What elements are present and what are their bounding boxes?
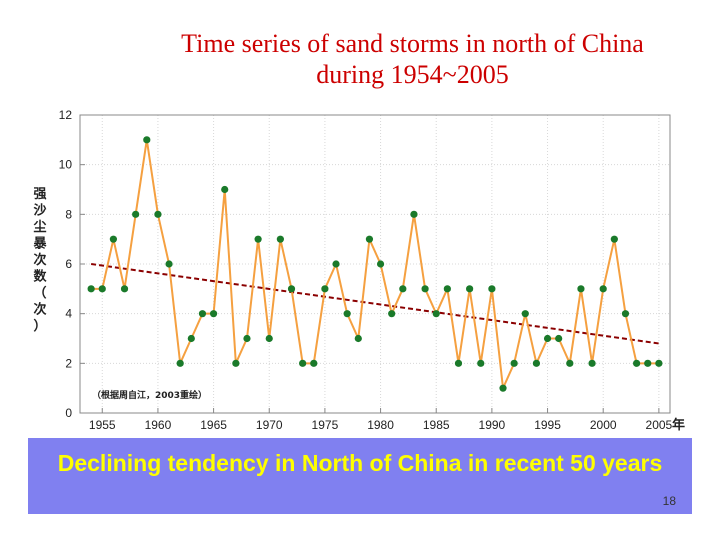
data-point bbox=[98, 285, 106, 293]
data-point bbox=[477, 359, 485, 367]
x-tick-label: 2000 bbox=[590, 418, 617, 432]
data-point bbox=[588, 359, 596, 367]
data-point bbox=[287, 285, 296, 293]
y-tick-label: 6 bbox=[65, 257, 72, 271]
data-point bbox=[510, 359, 518, 367]
data-point bbox=[621, 310, 630, 318]
page-number: 18 bbox=[662, 494, 676, 508]
data-point bbox=[633, 359, 641, 367]
y-axis-label-char: 尘 bbox=[33, 219, 46, 235]
data-point bbox=[310, 359, 318, 367]
data-point bbox=[421, 285, 429, 293]
data-point bbox=[410, 210, 418, 218]
data-point bbox=[532, 359, 541, 367]
data-point bbox=[644, 359, 652, 367]
x-tick-label: 1965 bbox=[200, 418, 227, 432]
series-line bbox=[91, 139, 659, 392]
x-axis-unit: 年 bbox=[672, 417, 685, 433]
data-point bbox=[599, 285, 607, 293]
data-point bbox=[332, 260, 340, 268]
data-point bbox=[221, 185, 229, 194]
x-tick-label: 1975 bbox=[312, 418, 339, 432]
y-tick-label: 2 bbox=[65, 356, 72, 370]
data-point bbox=[521, 310, 529, 318]
data-point bbox=[87, 285, 95, 293]
data-point bbox=[488, 285, 496, 293]
y-axis-label-char: （ bbox=[33, 285, 46, 301]
x-axis-ticks: 1955 1960 1965 1970 1975 1980 1985 1990 1995 2000… bbox=[89, 408, 673, 432]
banner-text: Declining tendency in North of China in … bbox=[57, 450, 663, 476]
data-point bbox=[399, 285, 407, 293]
data-point bbox=[499, 384, 507, 392]
x-tick-label: 1995 bbox=[534, 418, 561, 432]
data-point bbox=[432, 310, 440, 318]
data-point bbox=[209, 310, 218, 318]
data-point bbox=[120, 285, 129, 293]
y-axis-label-char: 暴 bbox=[32, 237, 47, 252]
data-point bbox=[276, 235, 284, 243]
data-point bbox=[388, 310, 396, 318]
y-tick-label: 8 bbox=[65, 207, 72, 221]
data-point bbox=[555, 334, 563, 343]
y-axis-ticks: 0 2 4 6 8 10 12 bbox=[59, 108, 85, 420]
data-point bbox=[454, 359, 463, 367]
data-point bbox=[343, 310, 351, 318]
y-tick-label: 12 bbox=[59, 108, 73, 122]
conclusion-banner: Declining tendency in North of China in … bbox=[28, 438, 692, 514]
x-tick-label: 1955 bbox=[89, 418, 116, 432]
y-axis-label-char: ） bbox=[33, 318, 46, 334]
data-point bbox=[232, 359, 240, 367]
data-point bbox=[187, 334, 195, 343]
x-tick-label: 2005 bbox=[646, 418, 673, 432]
x-tick-label: 1980 bbox=[367, 418, 394, 432]
x-tick-label: 1985 bbox=[423, 418, 450, 432]
x-tick-label: 1990 bbox=[479, 418, 506, 432]
data-point bbox=[321, 285, 329, 293]
data-point bbox=[132, 210, 140, 218]
data-point bbox=[143, 136, 151, 144]
data-point bbox=[154, 210, 162, 218]
title-line-2: during 1954~2005 bbox=[316, 60, 509, 89]
data-point bbox=[566, 359, 574, 367]
data-point bbox=[109, 235, 117, 243]
title-line-1: Time series of sand storms in north of C… bbox=[181, 29, 644, 58]
y-axis-label-char: 次 bbox=[33, 252, 46, 268]
data-point bbox=[376, 260, 385, 268]
data-point bbox=[198, 310, 207, 318]
data-point bbox=[577, 285, 585, 293]
chart-title: Time series of sand storms in north of C… bbox=[140, 28, 685, 90]
data-point bbox=[299, 359, 307, 367]
data-point bbox=[254, 235, 262, 243]
source-note: （根据周自江，2003重绘） bbox=[92, 389, 207, 401]
data-point bbox=[610, 235, 618, 243]
data-point bbox=[466, 285, 474, 293]
y-tick-label: 10 bbox=[59, 158, 73, 172]
data-point bbox=[165, 260, 173, 268]
data-point bbox=[243, 334, 251, 343]
y-tick-label: 0 bbox=[65, 406, 72, 420]
data-point bbox=[365, 235, 374, 243]
data-point bbox=[354, 334, 362, 343]
y-axis-label-char: 数 bbox=[33, 269, 47, 285]
data-point bbox=[543, 334, 552, 343]
data-points bbox=[87, 136, 663, 392]
x-tick-label: 1970 bbox=[256, 418, 283, 432]
x-tick-label: 1960 bbox=[145, 418, 172, 432]
y-axis-label-char: 强 bbox=[33, 187, 46, 202]
y-axis-label-char: 次 bbox=[33, 302, 46, 318]
y-tick-label: 4 bbox=[65, 307, 72, 321]
data-point bbox=[176, 359, 184, 367]
data-point bbox=[443, 285, 451, 293]
data-point bbox=[655, 359, 663, 367]
data-point bbox=[265, 334, 273, 343]
y-axis-label-char: 沙 bbox=[33, 204, 46, 219]
